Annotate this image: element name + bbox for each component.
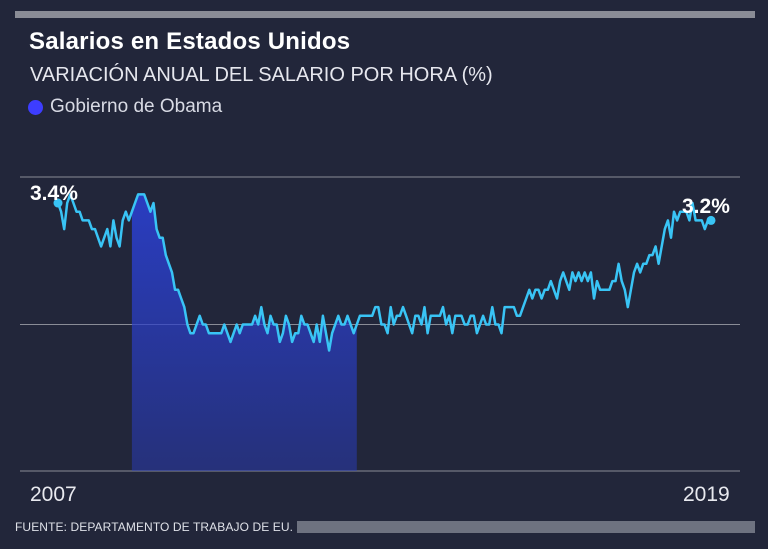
end-year-label: 2019 [683,483,730,506]
end-value-label: 3.2% [682,195,730,218]
top-rule [15,11,755,18]
legend-dot-icon [28,99,43,115]
chart-title: Salarios en Estados Unidos [29,28,351,55]
end-point [706,215,716,225]
wage-growth-line [56,193,711,352]
obama-period-shade [131,194,357,471]
legend-label: Gobierno de Obama [50,96,223,117]
source-note: FUENTE: DEPARTAMENTO DE TRABAJO DE EU. [15,520,298,535]
chart-subtitle: VARIACIÓN ANUAL DEL SALARIO POR HORA (%) [30,64,493,86]
start-value-label: 3.4% [30,182,78,205]
start-year-label: 2007 [30,483,77,506]
start-point [53,198,63,208]
legend: Gobierno de Obama [28,96,222,118]
